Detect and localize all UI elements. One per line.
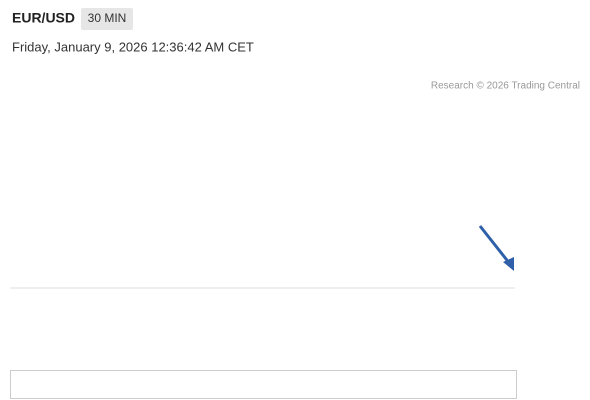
time-axis-frame (10, 370, 517, 399)
symbol: EUR/USD (12, 10, 75, 26)
forecast-arrowhead (503, 257, 514, 271)
source: Research © 2026 Trading Central (431, 81, 580, 92)
timestamp: Friday, January 9, 2026 12:36:42 AM CET (12, 39, 254, 54)
timeframe-box (81, 8, 133, 30)
forecast-arrow (478, 225, 512, 265)
timeframe: 30 MIN (88, 11, 127, 25)
